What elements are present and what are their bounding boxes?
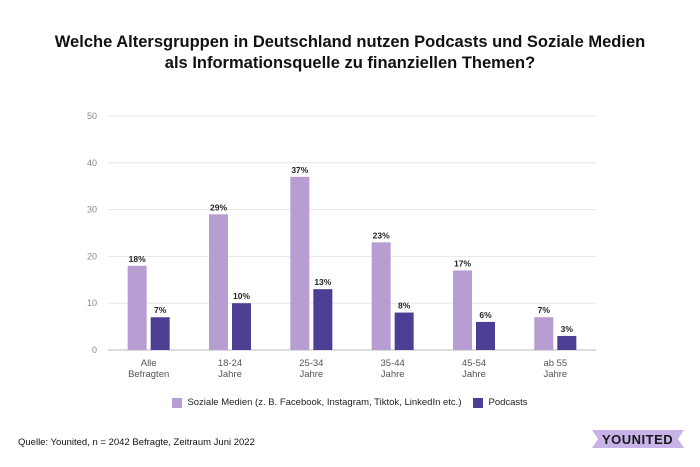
x-category-label: Jahre — [299, 369, 323, 380]
logo-banner-shape — [592, 430, 684, 448]
x-category-label: Jahre — [462, 369, 486, 380]
legend-item-podcasts: Podcasts — [473, 397, 528, 408]
y-tick-label: 0 — [92, 345, 97, 355]
y-tick-label: 50 — [87, 111, 97, 121]
legend-swatch-social-media — [172, 397, 183, 408]
x-category-label: Jahre — [381, 369, 405, 380]
data-label: 17% — [454, 258, 471, 268]
chart-title: Welche Altersgruppen in Deutschland nutz… — [0, 32, 700, 74]
y-tick-label: 40 — [87, 158, 97, 168]
legend-item-social-media: Soziale Medien (z. B. Facebook, Instagra… — [172, 397, 461, 408]
chart-title-line-2: als Informationsquelle zu finanziellen T… — [164, 54, 536, 72]
y-tick-label: 30 — [87, 205, 97, 215]
bar-social-media — [290, 176, 310, 350]
bar-social-media — [127, 265, 147, 350]
bar-social-media — [371, 242, 391, 350]
data-label: 8% — [398, 301, 411, 311]
x-category-label: 25-34 — [299, 358, 323, 369]
chart-legend: Soziale Medien (z. B. Facebook, Instagra… — [0, 397, 700, 408]
bar-podcasts — [150, 317, 170, 350]
x-category-label: Befragten — [128, 369, 169, 380]
bar-podcasts — [232, 303, 251, 350]
legend-swatch-podcasts — [473, 397, 484, 408]
logo-text: YOUNITED — [602, 432, 674, 447]
legend-label-podcasts: Podcasts — [488, 397, 528, 408]
y-tick-label: 10 — [87, 298, 97, 308]
bar-social-media — [534, 317, 554, 350]
bar-social-media — [209, 214, 228, 350]
data-label: 23% — [373, 230, 390, 240]
data-label: 13% — [314, 277, 331, 287]
x-category-label: 35-44 — [381, 358, 405, 369]
x-category-label: Jahre — [218, 369, 242, 380]
data-label: 3% — [561, 324, 574, 334]
bar-podcasts — [394, 312, 414, 350]
data-label: 37% — [291, 165, 308, 175]
source-note: Quelle: Younited, n = 2042 Befragte, Zei… — [18, 437, 255, 448]
bar-podcasts — [476, 321, 495, 350]
bar-podcasts — [557, 335, 577, 350]
data-label: 6% — [479, 310, 492, 320]
x-category-label: ab 55 — [543, 358, 567, 369]
y-tick-label: 20 — [87, 251, 97, 261]
data-label: 7% — [538, 305, 551, 315]
x-category-label: 45-54 — [462, 358, 486, 369]
younited-logo: YOUNITED — [588, 428, 686, 450]
data-label: 29% — [210, 202, 227, 212]
chart-title-line-1: Welche Altersgruppen in Deutschland nutz… — [54, 33, 646, 51]
bar-podcasts — [313, 289, 333, 350]
bar-social-media — [453, 270, 472, 350]
legend-label-social-media: Soziale Medien (z. B. Facebook, Instagra… — [187, 397, 462, 408]
x-category-label: Jahre — [543, 369, 567, 380]
data-label: 7% — [154, 305, 167, 315]
x-category-label: Alle — [141, 358, 157, 369]
x-category-label: 18-24 — [218, 358, 242, 369]
data-label: 18% — [129, 254, 146, 264]
data-label: 10% — [233, 291, 250, 301]
